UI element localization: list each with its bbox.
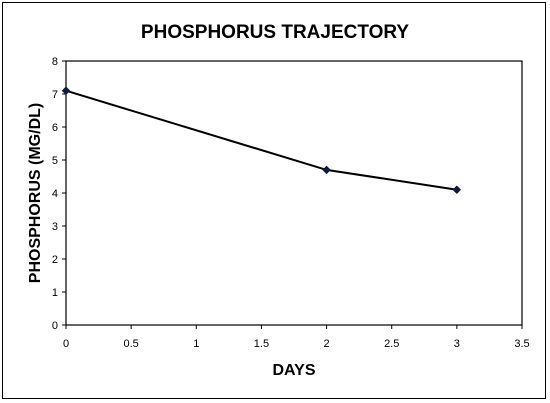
x-tick-label: 2.5	[384, 338, 399, 350]
series-group	[61, 86, 462, 195]
y-axis-title: PHOSPHORUS (MG/DL)	[27, 103, 44, 283]
y-tick-label: 5	[52, 155, 58, 167]
x-tick-label: 0.5	[123, 338, 138, 350]
y-tick-label: 4	[52, 188, 58, 200]
chart-title: PHOSPHORUS TRAJECTORY	[141, 22, 409, 43]
x-tick-label: 2	[324, 338, 330, 350]
x-tick-label: 1	[193, 338, 199, 350]
y-tick-label: 6	[52, 122, 58, 134]
x-axis-title: DAYS	[273, 362, 316, 379]
x-tick-label: 0	[63, 338, 69, 350]
data-point-marker	[322, 165, 331, 175]
y-axis-ticks: 0 1 2 3 4 5 6 7 8	[52, 56, 66, 332]
data-point-marker	[61, 86, 71, 96]
y-tick-label: 1	[52, 287, 58, 299]
x-tick-label: 3.5	[514, 338, 529, 350]
y-tick-label: 0	[52, 320, 58, 332]
x-tick-label: 1.5	[254, 338, 269, 350]
data-point-marker	[452, 185, 462, 195]
y-tick-label: 8	[52, 56, 58, 68]
x-axis-ticks: 0 0.5 1 1.5 2 2.5 3 3.5	[63, 325, 530, 350]
y-tick-label: 2	[52, 254, 58, 266]
plot-area	[65, 60, 523, 326]
y-tick-label: 7	[52, 89, 58, 101]
x-tick-label: 3	[454, 338, 460, 350]
y-tick-label: 3	[52, 221, 58, 233]
